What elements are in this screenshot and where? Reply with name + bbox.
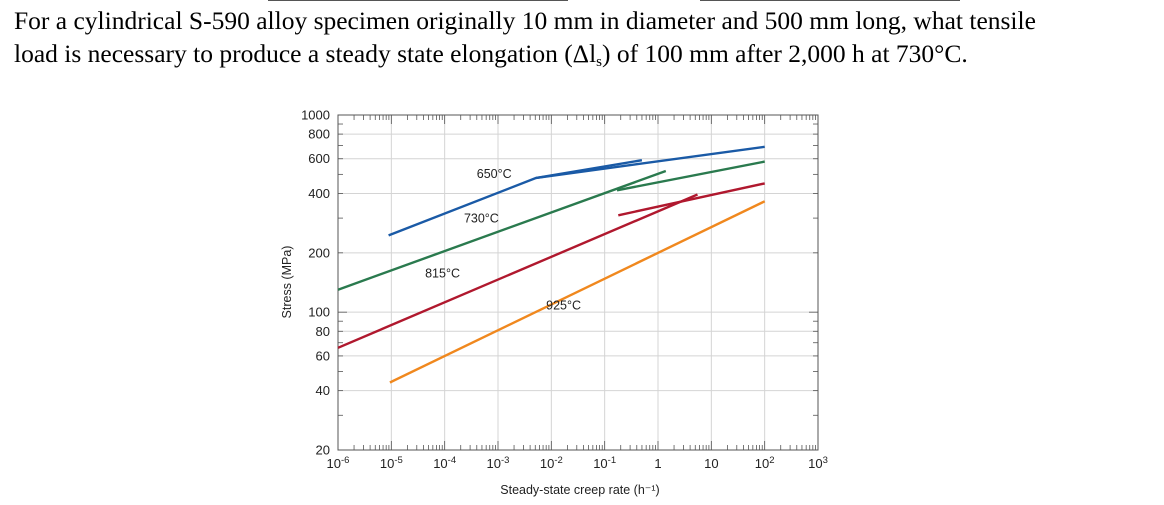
question-line-2-b: ) of 100 mm after 2,000 h at 730°C.	[602, 39, 968, 68]
question-line-2: load is necessary to produce a steady st…	[14, 37, 1154, 79]
x-tick-label: 10-2	[540, 455, 563, 471]
x-tick-label-exponent: -1	[608, 455, 616, 466]
x-tick-label-base: 10	[380, 456, 394, 471]
x-tick-label: 10	[704, 456, 718, 471]
x-tick-label-base: 10	[540, 456, 554, 471]
x-tick-label: 1	[654, 456, 661, 471]
y-tick-label: 20	[316, 443, 330, 458]
top-divider-right	[700, 0, 960, 1]
y-tick-label: 400	[308, 186, 330, 201]
series-line-3-0	[389, 200, 766, 384]
series-label: 815°C	[425, 266, 460, 280]
chart-series	[337, 145, 766, 384]
x-axis-title: Steady-state creep rate (h⁻¹)	[500, 483, 659, 497]
x-tick-label: 10-6	[327, 455, 350, 471]
x-tick-label-exponent: 2	[769, 455, 774, 466]
x-tick-label: 10-4	[433, 455, 456, 471]
series-label: 925°C	[546, 299, 581, 313]
x-tick-label-base: 10	[808, 456, 822, 471]
x-tick-label-exponent: -2	[554, 455, 562, 466]
question-line-2-sub: s	[596, 54, 603, 70]
series-line-2-0	[337, 193, 698, 349]
series-line-1-0	[337, 169, 667, 291]
series-line-2-1	[618, 182, 765, 217]
x-tick-label-exponent: -4	[448, 455, 456, 466]
x-tick-label-exponent: -5	[394, 455, 402, 466]
chart-ticks	[337, 114, 818, 451]
x-tick-label-base: 1	[654, 456, 661, 471]
series-line-0-1	[536, 145, 765, 180]
y-tick-label: 600	[308, 151, 330, 166]
y-tick-label: 40	[316, 383, 330, 398]
question-line-1: For a cylindrical S-590 alloy specimen o…	[14, 6, 1036, 35]
chart-grid	[338, 115, 818, 450]
series-line-1-1	[616, 160, 765, 192]
top-divider-left	[268, 0, 568, 1]
x-tick-label-exponent: -3	[501, 455, 509, 466]
y-tick-label: 100	[308, 305, 330, 320]
x-tick-label-exponent: 3	[823, 455, 828, 466]
y-tick-label: 800	[308, 127, 330, 142]
x-tick-label-base: 10	[704, 456, 718, 471]
x-tick-label: 10-1	[593, 455, 616, 471]
x-tick-label: 103	[808, 455, 828, 471]
y-tick-label: 200	[308, 245, 330, 260]
question-text: For a cylindrical S-590 alloy specimen o…	[14, 4, 1154, 79]
x-tick-label-base: 10	[755, 456, 769, 471]
plot-border	[337, 114, 819, 451]
x-tick-label-base: 10	[327, 456, 341, 471]
x-tick-label-base: 10	[593, 456, 607, 471]
x-tick-label: 10-3	[487, 455, 510, 471]
y-tick-label: 1000	[301, 108, 330, 123]
y-tick-label: 80	[316, 324, 330, 339]
x-tick-label-exponent: -6	[341, 455, 349, 466]
chart-labels: 10-6 10-5 10-4 10-3 10-2 10-1 1 10 102 1031000800…	[301, 108, 828, 472]
series-label: 730°C	[464, 211, 499, 225]
x-tick-label: 102	[755, 455, 775, 471]
series-label: 650°C	[477, 167, 512, 181]
x-tick-label-base: 10	[433, 456, 447, 471]
series-line-0-0	[388, 159, 643, 237]
y-axis-title: Stress (MPa)	[280, 246, 294, 319]
chart-frame	[337, 114, 819, 451]
question-line-2-a: load is necessary to produce a steady st…	[14, 39, 597, 68]
x-tick-label: 10-5	[380, 455, 403, 471]
y-tick-label: 60	[316, 348, 330, 363]
x-tick-label-base: 10	[487, 456, 501, 471]
